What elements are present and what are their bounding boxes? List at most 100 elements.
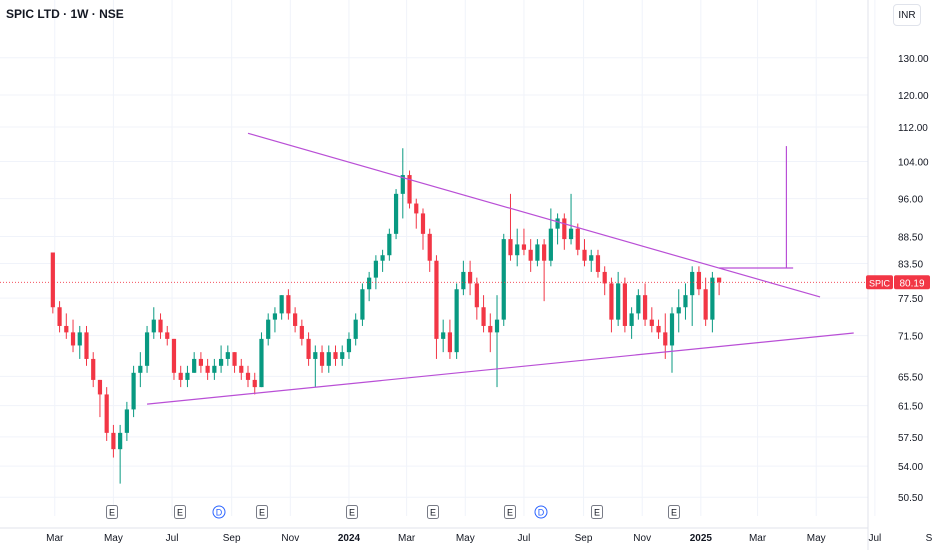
candle-body [663,332,668,346]
candle-body [656,325,661,333]
candle-body [696,271,702,290]
x-tick-label: Mar [46,533,64,544]
candle-body [595,255,601,272]
earnings-marker [346,505,358,519]
candle-body [192,358,197,373]
price-tag-value-bg [894,275,930,290]
candle-body [602,271,607,284]
candle-body [575,228,580,250]
candle-body [616,283,621,320]
earnings-marker [668,505,680,519]
candle-body [165,332,170,339]
candle-body [642,295,648,320]
candle-body [481,307,486,326]
chart-title: SPIC LTD · 1W · NSE [6,7,124,21]
x-tick-label: Jul [868,533,881,544]
candle-body [676,307,681,314]
candle-body [393,193,399,234]
candle-body [299,325,304,339]
candle-body [333,352,338,359]
candle-body [461,271,466,290]
candle-body [313,352,318,359]
candle-body [50,252,55,308]
y-tick-label: 50.50 [898,493,923,504]
candle-body [185,372,190,380]
y-tick-label: 120.00 [898,91,929,102]
candle-body [245,372,251,380]
candle-body [104,394,109,433]
candle-body [447,332,453,353]
candle-body [414,203,419,214]
y-tick-label: 112.00 [898,123,928,134]
y-tick-label: 65.50 [898,372,923,383]
candle-body [144,332,150,366]
candle-body [131,372,136,410]
earnings-marker [427,505,439,519]
candle-body [703,289,708,320]
candle-body [690,271,695,296]
candle-body [373,260,378,278]
candle-body [710,277,715,320]
candle-body [515,244,520,256]
x-tick-label: Sep [575,533,593,544]
y-tick-label: 71.50 [898,332,923,343]
candle-body [387,233,392,256]
candle-body [212,365,217,373]
candle-body [252,379,257,388]
candle-body [488,325,493,333]
candle-body [171,338,177,373]
earnings-marker-label: E [507,508,513,518]
candle-body [468,271,473,284]
y-tick-label: 104.00 [898,157,929,168]
candle-body [326,352,331,366]
candle-body [91,358,96,380]
trendline-upper-descending [247,132,821,298]
earnings-marker-label: E [430,508,436,518]
earnings-marker [174,505,186,519]
candle-body [205,365,210,373]
earnings-marker-label: E [177,508,183,518]
candle-body [609,283,614,320]
candle-body [198,358,203,366]
currency-button[interactable]: INR [893,4,921,26]
candle-body [293,313,298,326]
candle-body [151,319,156,333]
candle-body [427,233,432,261]
x-tick-label: May [456,533,475,544]
candle-body [562,218,567,240]
x-tick-label: Jul [166,533,179,544]
trendline-lower-ascending [146,332,854,405]
x-tick-label: Sep [926,533,932,544]
candle-body [77,332,82,346]
earnings-marker-label: E [259,508,265,518]
candle-body [259,338,264,388]
earnings-marker-label: E [671,508,677,518]
earnings-marker-label: E [349,508,355,518]
x-tick-label: Mar [398,533,416,544]
candle-body [494,319,500,333]
candle-body [346,338,352,353]
x-tick-label: May [807,533,826,544]
candle-body [434,260,439,339]
candle-body [360,289,365,320]
x-tick-label: Jul [518,533,531,544]
price-tag: SPIC 80.19 [866,275,930,290]
dividend-marker-label: D [538,508,545,518]
price-tag-value: 80.19 [899,278,924,289]
candle-body [158,319,163,333]
candle-body [279,295,284,314]
candle-body [232,352,237,366]
x-tick-label: Mar [749,533,767,544]
x-tick-label: May [104,533,123,544]
y-tick-label: 77.50 [898,294,923,305]
y-tick-label: 130.00 [898,54,929,65]
earnings-marker-label: E [594,508,600,518]
x-tick-label: 2024 [338,533,361,544]
x-tick-label: Sep [223,533,241,544]
candle-body [138,365,143,373]
candle-body [589,255,594,261]
y-tick-label: 57.50 [898,433,923,444]
candle-body [118,432,123,450]
candle-body [622,283,627,326]
